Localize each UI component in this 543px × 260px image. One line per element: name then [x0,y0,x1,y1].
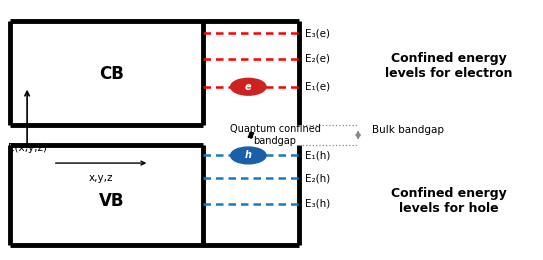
Text: Confined energy
levels for hole: Confined energy levels for hole [392,187,507,215]
Text: E₃(h): E₃(h) [305,199,330,209]
Text: e: e [245,82,251,92]
Text: x,y,z: x,y,z [89,173,113,183]
Text: Bulk bandgap: Bulk bandgap [371,125,444,135]
Text: E₃(e): E₃(e) [305,28,330,38]
Text: E₂(h): E₂(h) [305,173,330,183]
Text: E₁(h): E₁(h) [305,151,330,160]
Text: Confined energy
levels for electron: Confined energy levels for electron [386,52,513,80]
Circle shape [231,78,266,95]
Circle shape [231,147,266,164]
Text: E(x,y,z): E(x,y,z) [8,143,47,153]
Text: E₂(e): E₂(e) [305,54,330,64]
Text: h: h [245,151,252,160]
Text: E₁(e): E₁(e) [305,82,330,92]
Text: CB: CB [99,65,124,83]
Text: Quantum confined
bandgap: Quantum confined bandgap [230,124,320,146]
Text: VB: VB [99,192,124,210]
